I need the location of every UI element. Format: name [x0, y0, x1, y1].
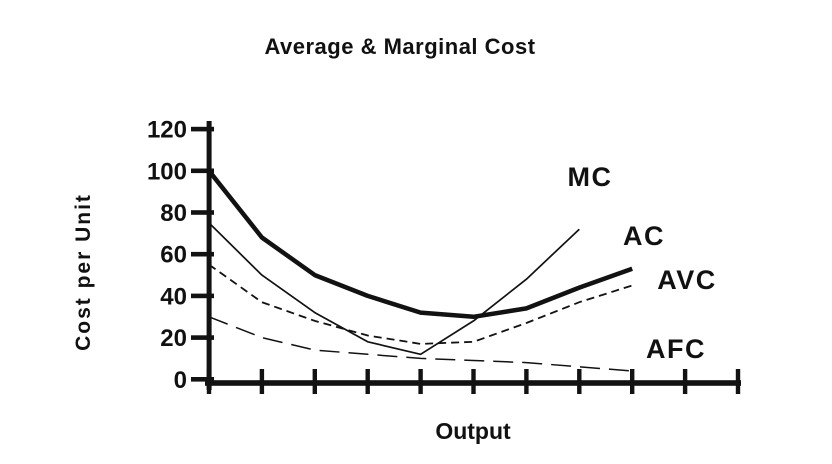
y-tick: [191, 126, 214, 132]
x-tick: [418, 369, 423, 394]
chart-title: Average & Marginal Cost: [264, 34, 536, 59]
ac-curve-label: AC: [623, 221, 665, 251]
y-tick-label-0: 0: [174, 367, 187, 394]
y-tick-label-120: 120: [147, 117, 187, 144]
y-tick: [191, 377, 214, 382]
y-tick-label-60: 60: [160, 242, 187, 269]
x-tick: [365, 369, 370, 394]
y-tick: [191, 251, 214, 257]
x-tick: [524, 369, 529, 394]
x-tick: [682, 369, 688, 394]
y-tick: [191, 293, 214, 299]
x-axis-label: Output: [435, 418, 511, 444]
avc-curve: [208, 263, 633, 345]
x-tick: [259, 369, 265, 394]
y-tick-label-40: 40: [160, 283, 187, 310]
avc-curve-label: AVC: [657, 265, 717, 295]
x-tick: [735, 369, 741, 394]
y-tick-label-20: 20: [160, 325, 187, 352]
ac-curve: [207, 169, 633, 320]
afc-curve: [208, 316, 633, 372]
x-tick: [206, 369, 212, 394]
x-tick: [471, 369, 476, 394]
afc-curve-label: AFC: [646, 334, 706, 364]
y-tick-label-80: 80: [160, 200, 187, 227]
mc-curve-label: MC: [568, 162, 613, 192]
x-tick: [577, 369, 582, 394]
y-tick: [191, 335, 214, 340]
y-tick: [191, 168, 214, 174]
y-tick: [191, 210, 214, 215]
x-tick: [312, 369, 317, 394]
x-tick: [630, 369, 635, 394]
mc-curve: [208, 222, 580, 356]
y-tick-label-100: 100: [147, 158, 187, 185]
